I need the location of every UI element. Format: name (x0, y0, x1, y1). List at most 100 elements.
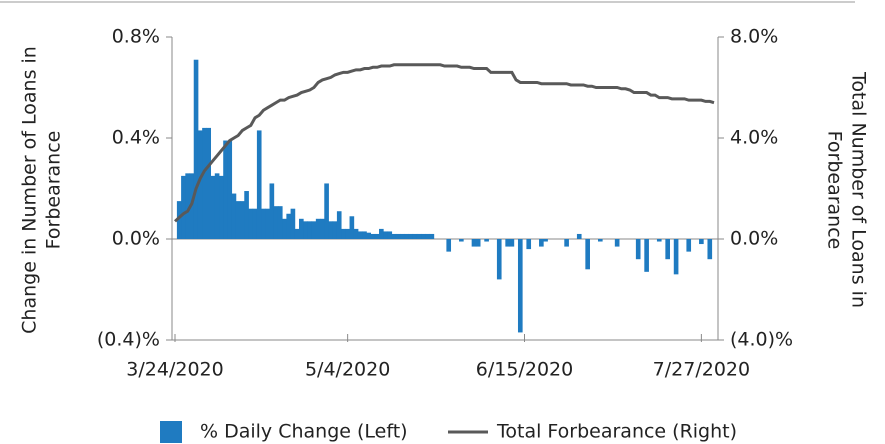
bar (240, 201, 245, 239)
bar (357, 231, 363, 239)
bar (336, 211, 342, 239)
bar (665, 239, 670, 260)
bar (227, 140, 233, 239)
bar (408, 233, 414, 239)
bar (509, 239, 515, 247)
legend-swatch (160, 421, 182, 443)
bar (256, 130, 262, 239)
bar (374, 233, 380, 239)
bar (299, 218, 304, 239)
bar (324, 183, 329, 239)
bar (202, 127, 207, 239)
y-tick-label: (0.4)% (97, 329, 160, 351)
bar (383, 231, 388, 239)
bar (303, 221, 308, 239)
bar (290, 208, 296, 239)
y2-tick-label: 4.0% (730, 127, 778, 149)
bar (576, 233, 582, 239)
bar (223, 140, 228, 239)
bar (210, 175, 216, 239)
bar (484, 239, 489, 242)
bar (699, 239, 704, 245)
bar (425, 233, 430, 239)
bar (471, 239, 477, 247)
bar (686, 239, 692, 252)
y-tick-label: 0.8% (112, 26, 160, 48)
bar (341, 228, 346, 239)
bar (252, 208, 258, 239)
bar (366, 232, 372, 239)
bar (505, 239, 510, 247)
y-axis-title-line: Change in Number of Loans in (19, 46, 41, 334)
bar (656, 239, 662, 242)
bar (496, 239, 502, 280)
bar (273, 206, 279, 239)
bar (404, 233, 409, 239)
bar (526, 239, 532, 250)
bar (307, 221, 313, 239)
y2-tick-label: (4.0)% (730, 329, 793, 351)
legend-label: Total Forbearance (Right) (496, 421, 737, 443)
bar (320, 218, 325, 239)
bar (475, 239, 481, 247)
y-tick-label: 0.4% (112, 127, 160, 149)
bar (564, 239, 569, 247)
bar (345, 228, 350, 239)
bar (543, 239, 548, 242)
y2-tick-label: 8.0% (730, 26, 778, 48)
bar (294, 228, 300, 239)
bar (269, 183, 275, 239)
bar (391, 233, 397, 239)
legend-label: % Daily Change (Left) (200, 421, 408, 443)
bar (707, 239, 713, 260)
bar (219, 175, 224, 239)
bar (235, 201, 241, 239)
bar (635, 239, 641, 260)
bar (181, 175, 186, 239)
y-axis-title-line: Forbearance (43, 131, 65, 250)
x-tick-label: 7/27/2020 (653, 359, 750, 381)
bar (673, 239, 679, 275)
bar (353, 228, 359, 239)
bar (517, 239, 523, 333)
bar (206, 127, 212, 239)
x-tick-label: 6/15/2020 (476, 359, 573, 381)
bar (400, 233, 405, 239)
bar (416, 233, 422, 239)
bar (362, 231, 367, 239)
bar (412, 233, 418, 239)
y-axis-title: Change in Number of Loans in Forbearance (19, 46, 65, 334)
bar (277, 206, 283, 239)
bar (459, 239, 464, 242)
bar (214, 173, 220, 239)
bar (332, 221, 338, 239)
y2-axis-title: Total Number of Loans in Forbearance (824, 71, 870, 308)
bar (176, 201, 182, 239)
y2-axis-title-line: Total Number of Loans in (848, 71, 870, 308)
bar (282, 218, 287, 239)
bar (248, 208, 254, 239)
bar (585, 239, 590, 270)
bar (349, 216, 355, 239)
bar (231, 193, 237, 239)
bar (286, 213, 292, 239)
bar (311, 221, 317, 239)
y2-axis-title-line: Forbearance (824, 131, 846, 250)
y-tick-label: 0.0% (112, 228, 160, 250)
bar (244, 191, 249, 239)
bar (265, 208, 270, 239)
bar (370, 233, 376, 239)
bar (261, 208, 266, 239)
bar (193, 59, 199, 239)
bar (421, 233, 426, 239)
bar (379, 228, 384, 239)
bar (185, 173, 190, 239)
x-tick-label: 5/4/2020 (305, 359, 390, 381)
bar (446, 239, 452, 252)
y2-tick-label: 0.0% (730, 228, 778, 250)
bar (429, 233, 435, 239)
bar (539, 239, 544, 247)
bar (395, 233, 401, 239)
bar (387, 231, 393, 239)
